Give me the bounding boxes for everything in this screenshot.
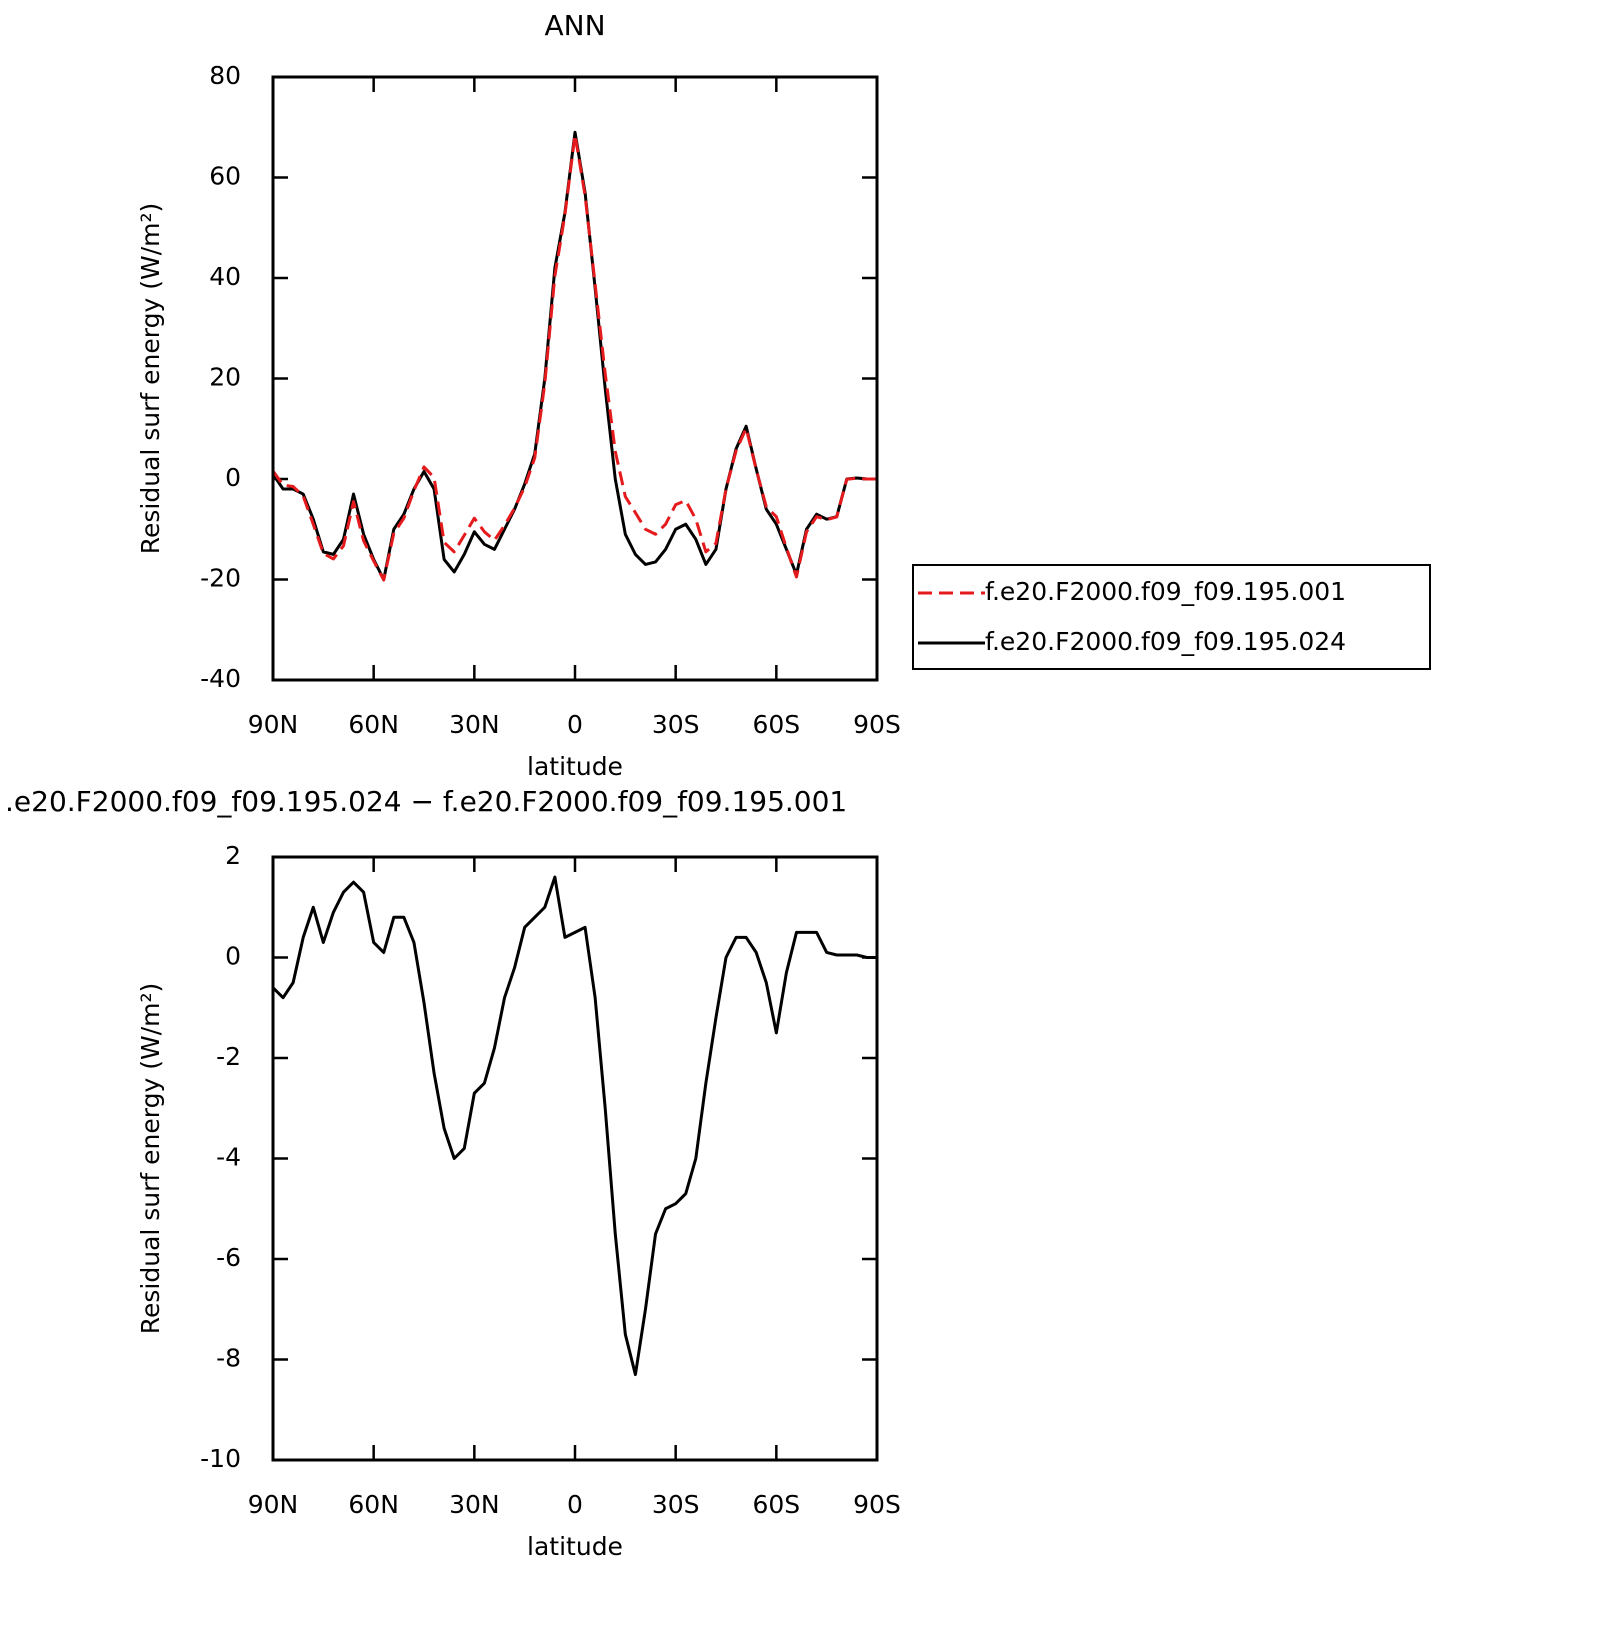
- x-tick-label: 30S: [652, 710, 700, 739]
- x-tick-label: 90N: [248, 1490, 299, 1519]
- x-tick-label: 30S: [652, 1490, 700, 1519]
- x-axis-label: latitude: [527, 1532, 623, 1561]
- y-tick-label: -20: [200, 564, 241, 593]
- y-tick-label: -40: [200, 664, 241, 693]
- x-tick-label: 90S: [853, 710, 901, 739]
- data-line: [271, 130, 877, 581]
- chart-title: ANN: [544, 9, 605, 42]
- plot-frame: [271, 855, 879, 1462]
- y-tick-label: 60: [209, 162, 241, 191]
- x-tick-label: 0: [567, 1490, 583, 1519]
- y-tick-label: 0: [225, 463, 241, 492]
- x-tick-label: 0: [567, 710, 583, 739]
- y-tick-label: 80: [209, 61, 241, 90]
- y-axis-label: Residual surf energy (W/m²): [136, 983, 165, 1335]
- y-tick-label: -10: [200, 1444, 241, 1473]
- y-tick-label: 20: [209, 363, 241, 392]
- legend-label: f.e20.F2000.f09_f09.195.001: [985, 577, 1346, 606]
- x-tick-label: 60N: [348, 710, 399, 739]
- y-tick-label: -4: [216, 1143, 241, 1172]
- x-tick-label: 90N: [248, 710, 299, 739]
- x-tick-label: 60S: [752, 710, 800, 739]
- y-tick-label: 0: [225, 942, 241, 971]
- y-tick-label: -8: [216, 1344, 241, 1373]
- y-tick-label: -6: [216, 1243, 241, 1272]
- legend-label: f.e20.F2000.f09_f09.195.024: [985, 627, 1346, 656]
- x-tick-label: 30N: [449, 710, 500, 739]
- y-axis-label: Residual surf energy (W/m²): [136, 203, 165, 555]
- y-tick-label: 40: [209, 262, 241, 291]
- data-line: [271, 875, 877, 1377]
- x-tick-label: 60S: [752, 1490, 800, 1519]
- plot-frame: [271, 75, 879, 682]
- x-axis-label: latitude: [527, 752, 623, 781]
- y-tick-label: 2: [225, 841, 241, 870]
- data-line: [271, 133, 877, 582]
- chart-title: .e20.F2000.f09_f09.195.024 − f.e20.F2000…: [5, 785, 847, 818]
- y-tick-label: -2: [216, 1042, 241, 1071]
- x-tick-label: 90S: [853, 1490, 901, 1519]
- x-tick-label: 60N: [348, 1490, 399, 1519]
- x-tick-label: 30N: [449, 1490, 500, 1519]
- legend-box: [912, 564, 1431, 670]
